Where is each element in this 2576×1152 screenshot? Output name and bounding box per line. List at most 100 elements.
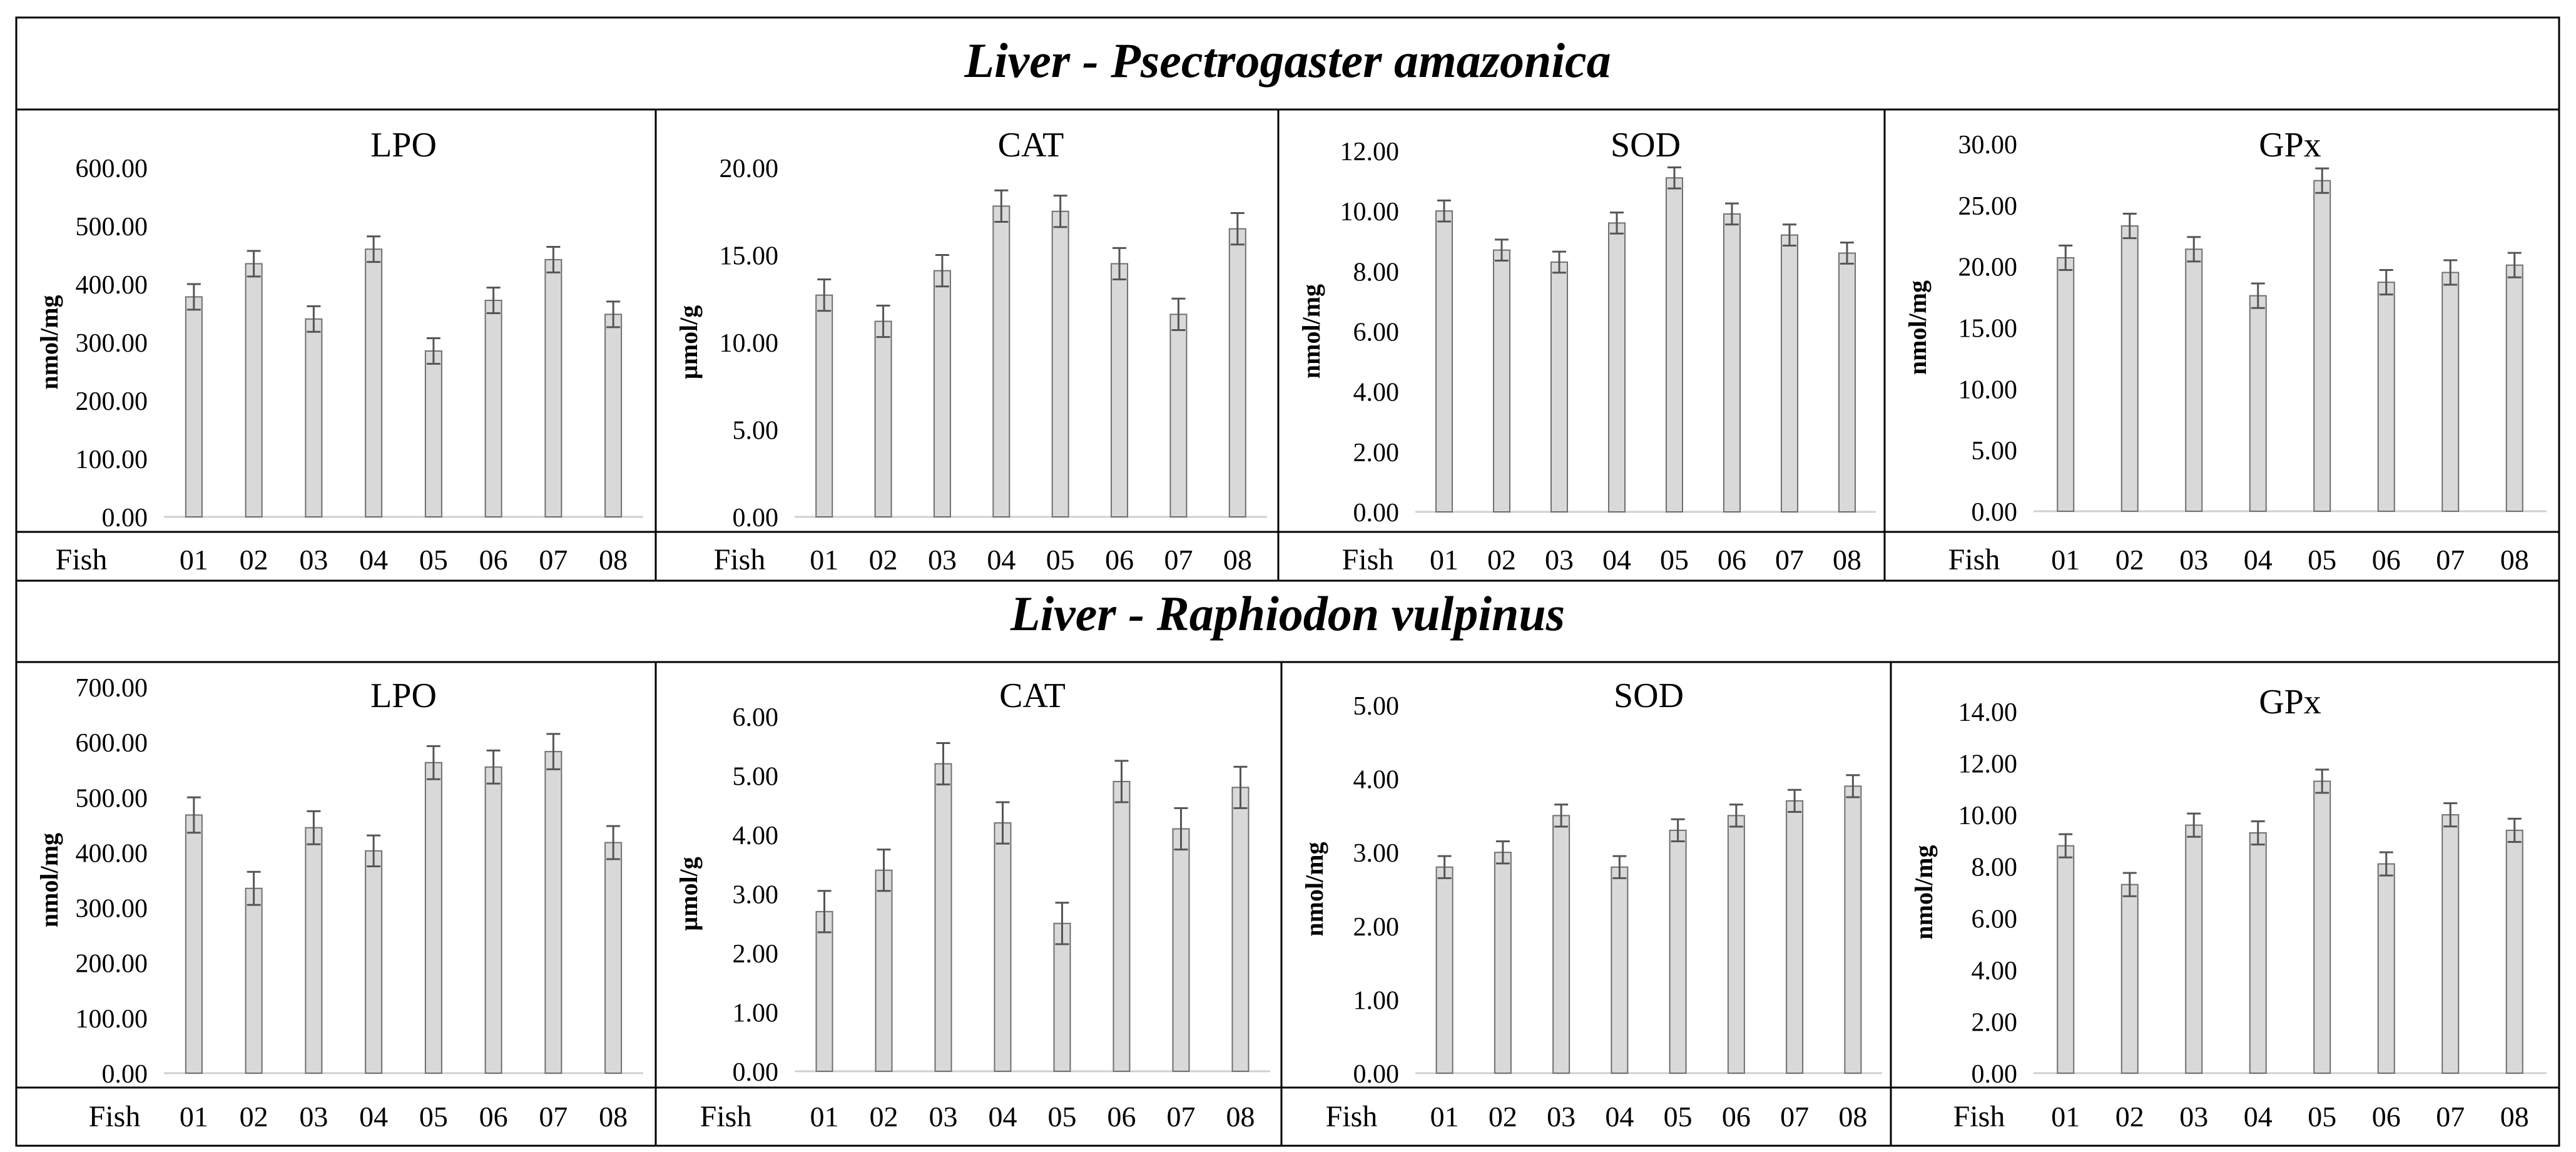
bar — [1169, 313, 1188, 517]
bar — [424, 350, 442, 517]
y-tick-label: 0.00 — [1972, 1060, 2018, 1089]
bar — [933, 270, 951, 517]
chart-title: CAT — [998, 126, 1064, 165]
bar — [544, 751, 563, 1074]
x-tick-label: 06 — [1107, 1101, 1136, 1133]
y-axis-label: nmol/mg — [1300, 842, 1328, 936]
y-tick-label: 10.00 — [720, 329, 779, 358]
x-tick-label: 06 — [479, 544, 508, 576]
bar — [424, 762, 442, 1074]
x-tick-label: 06 — [479, 1101, 508, 1133]
y-axis-label: nmol/mg — [1297, 284, 1325, 379]
y-tick-label: 300.00 — [76, 329, 148, 358]
y-tick-label: 8.00 — [1972, 854, 2018, 882]
section-title-psectrogaster: Liver - Psectrogaster amazonica — [964, 33, 1611, 88]
y-tick-label: 5.00 — [733, 763, 779, 792]
x-tick-label: 03 — [929, 1101, 958, 1133]
x-tick-label: 05 — [1664, 1101, 1693, 1133]
bar — [1493, 249, 1510, 512]
bar — [2441, 272, 2460, 512]
x-tick-label: 04 — [359, 1101, 388, 1133]
bar — [2249, 832, 2267, 1074]
bar — [815, 910, 833, 1072]
x-tick-label: 03 — [928, 544, 957, 576]
bar — [1608, 222, 1626, 512]
bar — [2377, 863, 2395, 1074]
y-axis-label: µmol/g — [675, 857, 703, 931]
bar — [305, 827, 323, 1074]
y-tick-label: 10.00 — [1958, 802, 2018, 830]
bar — [365, 248, 383, 517]
chart-panel-7: SOD 0.00 1.00 2.00 3.00 4.00 5.00 nmol/mg 01 02 03… — [1300, 676, 1882, 1133]
x-tick-label: 05 — [1660, 544, 1689, 576]
bar — [1435, 210, 1453, 512]
x-tick-label: 02 — [2115, 544, 2144, 576]
bar — [2120, 225, 2139, 512]
chart-panel-5: LPO 0.00 100.00 200.00 300.00 400.00 500.00 600… — [35, 674, 643, 1133]
bar — [1111, 263, 1129, 517]
chart-title: GPx — [2259, 683, 2321, 721]
x-tick-label: 02 — [1489, 1101, 1517, 1133]
x-axis-label: Fish — [1948, 543, 2000, 576]
y-tick-label: 6.00 — [1353, 319, 1400, 347]
x-tick-label: 04 — [1602, 544, 1631, 576]
x-tick-label: 06 — [1718, 544, 1746, 576]
bar — [1838, 252, 1856, 512]
x-tick-label: 04 — [987, 544, 1016, 576]
y-tick-label: 0.00 — [733, 1058, 779, 1087]
y-tick-label: 12.00 — [1958, 750, 2018, 779]
bar — [2120, 884, 2139, 1074]
x-tick-label: 06 — [1722, 1101, 1751, 1133]
bar — [1666, 177, 1683, 512]
bar — [245, 887, 263, 1074]
x-tick-label: 02 — [869, 544, 898, 576]
bar — [934, 763, 952, 1072]
x-axis-label: Fish — [1326, 1100, 1378, 1133]
bar — [185, 296, 203, 517]
y-tick-label: 100.00 — [76, 446, 148, 474]
y-tick-label: 4.00 — [1353, 766, 1400, 795]
bar — [815, 294, 833, 517]
bar — [2249, 295, 2267, 512]
x-tick-label: 08 — [599, 544, 628, 576]
x-tick-label: 02 — [240, 1101, 268, 1133]
y-tick-label: 500.00 — [76, 213, 148, 242]
bar — [1844, 785, 1862, 1074]
bar — [2057, 257, 2075, 512]
chart-title: LPO — [370, 676, 437, 715]
x-tick-label: 04 — [989, 1101, 1017, 1133]
section-title-raphiodon: Liver - Raphiodon vulpinus — [1010, 586, 1565, 641]
y-tick-label: 4.00 — [733, 822, 779, 850]
x-tick-label: 05 — [419, 1101, 448, 1133]
x-tick-label: 08 — [1226, 1101, 1255, 1133]
x-axis-label: Fish — [1953, 1100, 2005, 1133]
x-axis-label: Fish — [56, 543, 108, 576]
x-tick-label: 01 — [810, 1101, 839, 1133]
y-tick-label: 0.00 — [1353, 1060, 1400, 1089]
x-tick-label: 03 — [2179, 544, 2208, 576]
bar — [185, 814, 203, 1074]
bar — [1552, 815, 1571, 1074]
x-tick-label: 01 — [1430, 1101, 1459, 1133]
x-tick-label: 07 — [1775, 544, 1804, 576]
bar — [604, 313, 623, 517]
bar — [1781, 234, 1798, 512]
x-axis-label: Fish — [1342, 543, 1394, 576]
bar — [2377, 282, 2395, 512]
bar — [1669, 829, 1687, 1074]
x-tick-label: 02 — [870, 1101, 899, 1133]
y-tick-label: 6.00 — [733, 703, 779, 732]
y-tick-label: 3.00 — [1353, 839, 1400, 868]
x-tick-label: 03 — [2179, 1101, 2208, 1133]
bar — [484, 300, 502, 517]
y-tick-label: 500.00 — [76, 784, 148, 813]
bar — [1231, 787, 1250, 1073]
x-tick-label: 06 — [2372, 1101, 2401, 1133]
y-tick-label: 10.00 — [1958, 375, 2018, 404]
y-axis-label: nmol/mg — [35, 295, 63, 389]
y-tick-label: 600.00 — [76, 155, 148, 183]
bar — [875, 869, 893, 1072]
x-tick-label: 01 — [180, 544, 208, 576]
y-tick-label: 600.00 — [76, 729, 148, 758]
y-tick-label: 25.00 — [1958, 192, 2018, 221]
